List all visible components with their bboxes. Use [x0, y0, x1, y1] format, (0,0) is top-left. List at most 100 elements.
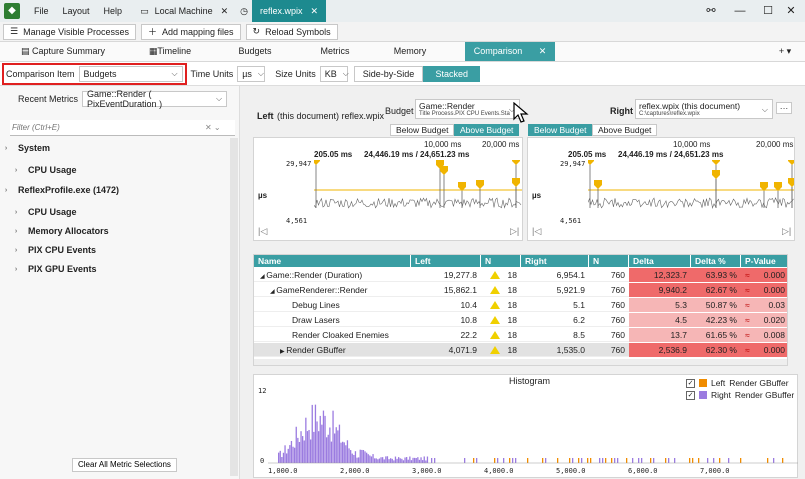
clear-all-metric-selections-button[interactable]: Clear All Metric Selections	[72, 458, 177, 472]
legend-item-left[interactable]: ✓ Left Render GBuffer	[686, 378, 789, 388]
over-budget-marker[interactable]	[760, 182, 768, 191]
comparison-item-dropdown[interactable]: Budgets ⌵	[78, 65, 183, 82]
close-icon[interactable]: ✕	[220, 5, 229, 16]
menu-help[interactable]: Help	[103, 6, 123, 16]
row-name: Game::Render (Duration)	[266, 270, 363, 280]
column-header-name[interactable]: Name	[254, 255, 411, 267]
over-budget-marker[interactable]	[788, 160, 794, 165]
tab-metrics[interactable]: Metrics	[320, 46, 350, 56]
tree-item-memory-allocators[interactable]: › Memory Allocators	[0, 223, 228, 239]
over-budget-marker[interactable]	[314, 160, 320, 165]
tab-local-machine[interactable]: ▭ Local Machine ✕	[132, 0, 236, 22]
over-budget-marker[interactable]	[712, 170, 720, 179]
over-budget-marker[interactable]	[440, 166, 448, 175]
time-units-dropdown[interactable]: µs ⌵	[237, 65, 266, 82]
minimize-icon[interactable]: —	[734, 5, 746, 17]
tab-memory[interactable]: Memory	[393, 46, 427, 56]
tree-item-pix-gpu-events[interactable]: › PIX GPU Events	[0, 261, 228, 277]
link-icon[interactable]: ⚯	[706, 5, 716, 17]
table-row[interactable]: ◢ Game::Render (Duration) 19,277.8 18 6,954…	[254, 268, 787, 282]
manage-visible-processes-button[interactable]: ☰ Manage Visible Processes	[3, 23, 136, 40]
filter-input[interactable]	[10, 120, 235, 136]
right-timeline-panel[interactable]: 10,000 ms 20,000 ms 205.05 ms 24,446.19 …	[527, 137, 795, 241]
budget-dropdown[interactable]: Game::Render Title Process.PIX CPU Event…	[415, 99, 520, 119]
over-budget-marker[interactable]	[476, 180, 484, 189]
checkbox-checked-icon[interactable]: ✓	[686, 390, 695, 400]
collapse-icon[interactable]: ◢	[260, 274, 267, 280]
histogram-bar-right	[316, 421, 318, 463]
horizontal-scrollbar[interactable]	[254, 359, 787, 365]
table-row[interactable]: ▶ Render GBuffer 4,071.9 18 1,535.0 760 2,536…	[254, 343, 787, 357]
tree-item-system-cpu-usage[interactable]: › CPU Usage	[0, 162, 228, 178]
right-above-budget-toggle[interactable]: Above Budget	[592, 124, 658, 136]
histogram-bar-left	[578, 458, 580, 463]
table-row[interactable]: Draw Lasers 10.8 18 6.2 760 4.5 42.23 % ≈0.020	[254, 313, 787, 327]
more-options-button[interactable]: ···	[776, 102, 792, 114]
over-budget-marker[interactable]	[774, 182, 782, 191]
tab-reflex-wpix[interactable]: reflex.wpix ✕	[252, 0, 327, 22]
column-header-right-n[interactable]: N	[589, 255, 629, 267]
table-row[interactable]: Debug Lines 10.4 18 5.1 760 5.3 50.87 % ≈0.03	[254, 298, 787, 312]
left-timeline-panel[interactable]: 10,000 ms 20,000 ms 205.05 ms 24,446.19 …	[253, 137, 523, 241]
reload-symbols-button[interactable]: ↻ Reload Symbols	[245, 23, 338, 40]
legend-item-right[interactable]: ✓ Right Render GBuffer	[686, 390, 794, 400]
over-budget-marker[interactable]	[712, 160, 720, 165]
side-by-side-toggle[interactable]: Side-by-Side	[353, 65, 424, 82]
add-mapping-files-button[interactable]: ＋ Add mapping files	[140, 23, 241, 40]
over-budget-marker[interactable]	[788, 178, 794, 187]
column-header-delta[interactable]: Delta	[629, 255, 691, 267]
expand-icon[interactable]: ▶	[280, 349, 287, 355]
size-units-dropdown[interactable]: KB ⌵	[319, 65, 349, 82]
clear-filter-icon[interactable]: ✕ ⌄	[205, 123, 221, 132]
column-header-right[interactable]: Right	[521, 255, 589, 267]
maximize-icon[interactable]: ☐	[763, 5, 773, 17]
tree-item-system[interactable]: › System	[0, 140, 228, 156]
over-budget-marker[interactable]	[594, 180, 602, 189]
metrics-pane: Recent Metrics Game::Render ( PixEventDu…	[0, 86, 240, 479]
close-icon[interactable]: ✕	[538, 46, 547, 56]
add-tab-icon[interactable]: + ▾	[778, 46, 792, 56]
column-header-left[interactable]: Left	[411, 255, 481, 267]
scroll-end-icon[interactable]: ▷|	[510, 226, 520, 236]
right-below-budget-toggle[interactable]: Below Budget	[528, 124, 593, 136]
histogram-bar-right	[409, 456, 411, 463]
over-budget-marker[interactable]	[588, 160, 594, 165]
over-budget-marker[interactable]	[458, 182, 466, 191]
metric-trace	[314, 197, 522, 209]
tab-capture-summary[interactable]: ▤ Capture Summary	[18, 42, 108, 61]
tab-timeline[interactable]: ▦Timeline	[140, 42, 200, 61]
table-cell-name: ▶ Render GBuffer	[254, 343, 411, 357]
collapse-icon[interactable]: ◢	[270, 289, 277, 295]
chevron-right-icon: ›	[14, 246, 18, 254]
right-document-dropdown[interactable]: reflex.wpix (this document) C:\captures\…	[635, 99, 773, 119]
tab-budgets[interactable]: Budgets	[238, 46, 272, 56]
column-header-delta-pct[interactable]: Delta %	[691, 255, 741, 267]
table-row[interactable]: ◢ GameRenderer::Render 15,862.1 18 5,921.9 7…	[254, 283, 787, 297]
histogram-bar-right	[287, 448, 289, 463]
menu-layout[interactable]: Layout	[62, 6, 90, 16]
left-above-budget-toggle[interactable]: Above Budget	[454, 124, 520, 136]
close-window-icon[interactable]: ✕	[786, 5, 796, 17]
app-logo: ◆	[4, 3, 20, 19]
tree-item-pix-cpu-events[interactable]: › PIX CPU Events	[0, 242, 228, 258]
column-header-p-value[interactable]: P-Value	[741, 255, 787, 267]
recent-metrics-dropdown[interactable]: Game::Render ( PixEventDuration ) ⌵	[82, 89, 228, 109]
tree-item-process-cpu-usage[interactable]: › CPU Usage	[0, 204, 228, 220]
over-budget-marker[interactable]	[512, 178, 520, 187]
left-below-budget-toggle[interactable]: Below Budget	[390, 124, 455, 136]
over-budget-marker[interactable]	[512, 160, 520, 165]
column-header-left-n[interactable]: N	[481, 255, 521, 267]
stacked-toggle[interactable]: Stacked	[423, 65, 481, 82]
row-name: GameRenderer::Render	[276, 285, 368, 295]
tab-comparison[interactable]: Comparison ✕	[465, 42, 555, 61]
scroll-start-icon[interactable]: |◁	[532, 226, 542, 236]
scroll-end-icon[interactable]: ▷|	[782, 226, 792, 236]
checkbox-checked-icon[interactable]: ✓	[686, 378, 695, 388]
scrollbar[interactable]	[230, 138, 238, 476]
scroll-start-icon[interactable]: |◁	[258, 226, 268, 236]
histogram-bar-right	[374, 458, 376, 463]
menu-file[interactable]: File	[34, 6, 49, 16]
close-icon[interactable]: ✕	[310, 5, 319, 16]
table-row[interactable]: Render Cloaked Enemies 22.2 18 8.5 760 13.7 61…	[254, 328, 787, 342]
tree-item-reflexprofile[interactable]: › ReflexProfile.exe (1472)	[0, 182, 228, 198]
